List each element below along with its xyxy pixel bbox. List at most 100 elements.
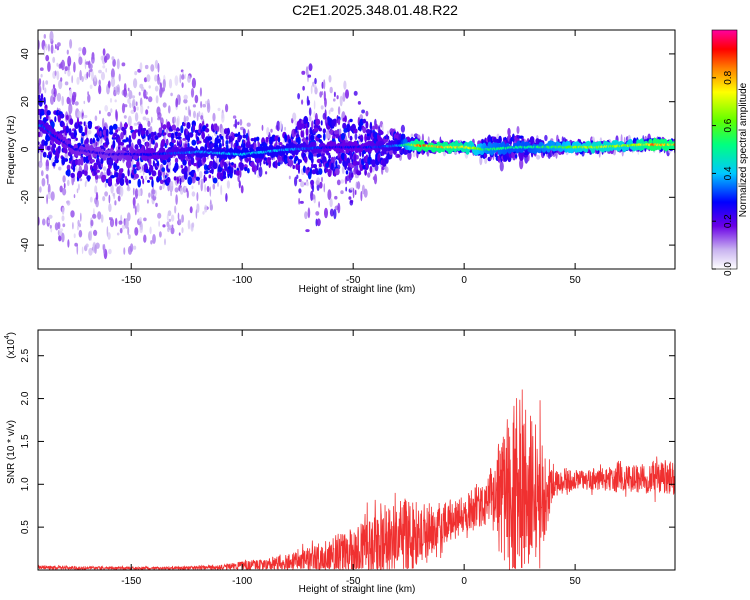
spectral-blob (109, 98, 113, 103)
spectral-blob (225, 133, 229, 140)
spectral-blob (116, 58, 120, 70)
spectral-blob (105, 137, 109, 146)
spectral-blob (323, 79, 326, 90)
snr-x-axis: -150 -100 -50 0 50 (121, 330, 581, 587)
spectral-blob (179, 187, 184, 195)
snr-multiplier-exponent: 4 (4, 335, 11, 339)
spectral-blob (40, 152, 43, 163)
spectral-blob (181, 227, 184, 234)
spectral-blob (151, 116, 153, 124)
spectral-blob (94, 174, 99, 180)
spectral-blob (75, 137, 78, 141)
spectral-blob (111, 56, 115, 61)
spectral-blob (56, 92, 62, 102)
spectral-blob (179, 73, 182, 84)
spectral-blob (244, 166, 248, 172)
spectral-blob (82, 46, 87, 56)
spectral-blob (142, 116, 147, 121)
spectral-blob (193, 162, 198, 167)
spectral-blob (203, 174, 206, 183)
spectral-blob (180, 164, 184, 169)
x-tick-label: 50 (570, 576, 582, 587)
spectral-blob (381, 166, 385, 170)
spectral-blob (171, 224, 174, 228)
spectral-blob (168, 218, 171, 222)
spectral-blob (375, 160, 380, 165)
spectral-blob (225, 140, 229, 145)
spectral-blob (150, 131, 155, 138)
spectral-blob (549, 151, 553, 158)
spectral-blob (200, 101, 203, 109)
spectral-blob (73, 61, 76, 73)
spectral-blob (204, 128, 210, 133)
spectral-blob (362, 126, 367, 134)
spectral-blob (43, 96, 46, 105)
spectral-blob (321, 81, 324, 89)
spectral-blob (78, 229, 83, 238)
spectrogram-y-axis: -40 -20 0 20 40 (20, 48, 675, 252)
spectral-blob (134, 205, 137, 216)
spectrogram-chart: -150 -100 -50 0 50 -40 -20 0 20 40 Height of str… (6, 29, 749, 295)
spectral-blob (193, 172, 197, 179)
spectral-blob (67, 70, 71, 77)
spectral-blob (102, 166, 107, 172)
spectral-blob (327, 168, 332, 178)
spectral-blob (200, 178, 205, 184)
spectral-blob (302, 85, 305, 91)
spectral-blob (108, 194, 111, 204)
spectral-blob (74, 101, 79, 106)
y-tick-label: 0.5 (20, 520, 31, 534)
spectral-blob (94, 115, 98, 121)
spectral-blob (318, 127, 322, 132)
spectral-blob (196, 192, 199, 202)
spectral-blob (297, 93, 300, 100)
spectral-blob (174, 75, 179, 86)
spectral-blob (85, 180, 88, 184)
spectral-blob (118, 220, 123, 225)
spectral-blob (97, 211, 102, 220)
snr-plot-area (38, 330, 675, 570)
spectral-blob (344, 153, 347, 163)
spectral-blob (85, 137, 89, 144)
y-tick-label: 40 (20, 48, 31, 60)
spectral-blob (340, 152, 346, 161)
spectral-blob (307, 123, 310, 128)
spectral-blob (157, 112, 162, 119)
spectral-blob (145, 129, 149, 137)
spectral-blob (288, 159, 294, 167)
spectral-blob (158, 220, 160, 227)
spectral-blob (288, 155, 294, 160)
spectral-blob (176, 117, 179, 129)
spectral-blob (173, 116, 177, 124)
spectral-blob (183, 122, 186, 127)
spectral-blob (110, 68, 115, 79)
spectral-blob (95, 169, 100, 173)
spectral-blob (217, 181, 219, 187)
spectral-blob (516, 126, 520, 134)
spectral-blob (296, 174, 299, 179)
spectral-blob (179, 178, 182, 186)
x-tick-label: -150 (121, 576, 141, 587)
spectral-blob (321, 176, 323, 183)
spectral-blob (89, 63, 93, 70)
spectral-blob (240, 126, 244, 131)
spectral-blob (207, 136, 213, 141)
spectral-blob (277, 154, 281, 163)
spectral-blob (119, 186, 124, 197)
spectral-blob (351, 123, 356, 132)
spectral-blob (125, 137, 129, 142)
spectral-blob (78, 125, 83, 134)
spectral-blob (184, 73, 187, 79)
spectral-blob (200, 115, 204, 120)
spectral-blob (231, 162, 234, 166)
spectral-blob (123, 128, 127, 136)
spectral-blob (323, 132, 326, 141)
spectral-blob (247, 168, 250, 174)
spectral-blob (212, 162, 218, 170)
spectral-blob (330, 156, 334, 163)
spectral-blob (54, 93, 57, 97)
spectral-blob (66, 164, 71, 171)
y-tick-label: 20 (20, 96, 31, 108)
spectral-blob (199, 87, 202, 97)
spectral-blob (114, 183, 118, 187)
